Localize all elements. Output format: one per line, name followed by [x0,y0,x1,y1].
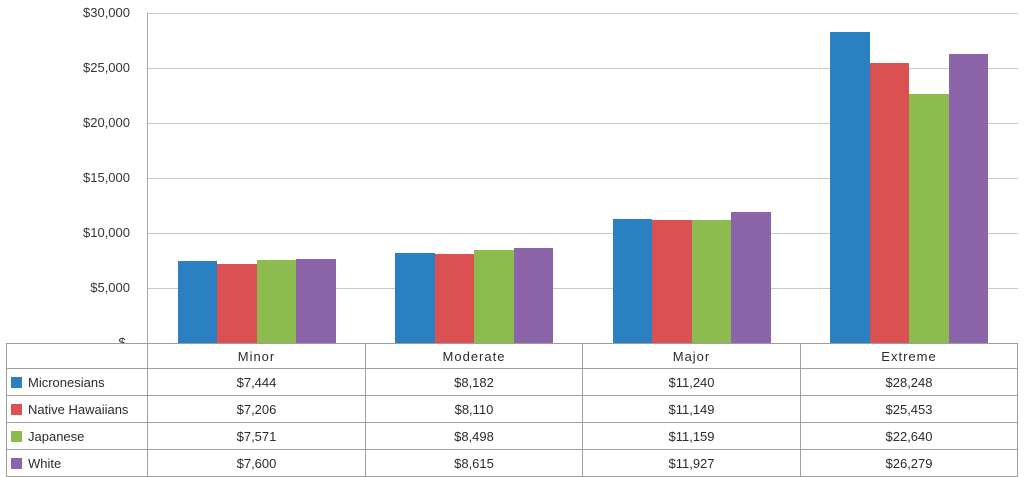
legend-label: Micronesians [28,374,105,390]
gridline [148,123,1018,124]
category-header-moderate: Moderate [365,343,583,369]
bar-white-extreme [948,53,989,343]
value-cell: $22,640 [800,422,1018,450]
legend-swatch-icon [11,403,22,415]
table-corner-spacer [6,343,148,369]
legend-label: Japanese [28,428,85,444]
chart-data-table: Minor Moderate Major Extreme Micronesian… [6,343,1018,477]
bar-micronesians-major [612,219,653,343]
bar-japanese-extreme [909,93,949,343]
value-cell: $8,615 [365,449,583,477]
value-cell: $7,571 [147,422,366,450]
legend-item-micronesians: Micronesians [6,368,148,396]
value-cell: $11,927 [582,449,801,477]
value-cell: $7,206 [147,395,366,423]
gridline [148,233,1018,234]
gridline [148,13,1018,14]
bar-micronesians-extreme [830,32,870,343]
legend-swatch-icon [11,430,22,442]
table-row-white: White $7,600 $8,615 $11,927 $26,279 [6,449,1018,477]
gridline [148,68,1018,69]
legend-label: White [28,455,62,471]
y-axis-tick-label: $15,000 [83,170,130,185]
y-axis-tick-label: $30,000 [83,5,130,20]
gridline [148,178,1018,179]
plot-area [147,13,1018,344]
y-axis-tick-label: $20,000 [83,115,130,130]
legend-item-white: White [6,449,148,477]
bar-micronesians-moderate [395,253,435,343]
bar-white-major [731,211,771,343]
value-cell: $8,110 [365,395,583,423]
bar-native-hawaiians-major [652,220,692,343]
bar-micronesians-minor [177,261,218,343]
category-header-extreme: Extreme [800,343,1018,369]
y-axis-tick-label: $25,000 [83,60,130,75]
table-row-micronesians: Micronesians $7,444 $8,182 $11,240 $28,2… [6,368,1018,396]
legend-swatch-icon [11,376,22,388]
value-cell: $8,498 [365,422,583,450]
category-header-row: Minor Moderate Major Extreme [6,343,1018,369]
y-axis-tick-label: $5,000 [90,280,130,295]
value-cell: $7,444 [147,368,366,396]
value-cell: $28,248 [800,368,1018,396]
table-row-native-hawaiians: Native Hawaiians $7,206 $8,110 $11,149 $… [6,395,1018,423]
value-cell: $11,149 [582,395,801,423]
value-cell: $8,182 [365,368,583,396]
legend-item-japanese: Japanese [6,422,148,450]
value-cell: $11,159 [582,422,801,450]
bar-japanese-minor [256,259,297,343]
value-cell: $11,240 [582,368,801,396]
value-cell: $25,453 [800,395,1018,423]
bar-white-moderate [513,248,554,343]
y-axis-tick-label: $10,000 [83,225,130,240]
bar-native-hawaiians-moderate [434,253,475,343]
bar-native-hawaiians-minor [217,263,257,343]
gridline [148,288,1018,289]
y-axis-tick-label: $- [118,335,130,350]
category-header-minor: Minor [147,343,366,369]
category-header-major: Major [582,343,801,369]
bar-native-hawaiians-extreme [869,63,910,343]
legend-label: Native Hawaiians [28,401,129,417]
legend-swatch-icon [11,457,22,469]
value-cell: $7,600 [147,449,366,477]
bar-white-minor [296,259,336,343]
bar-japanese-moderate [474,249,514,343]
bar-japanese-major [691,220,732,343]
value-cell: $26,279 [800,449,1018,477]
table-row-japanese: Japanese $7,571 $8,498 $11,159 $22,640 [6,422,1018,450]
legend-item-native-hawaiians: Native Hawaiians [6,395,148,423]
